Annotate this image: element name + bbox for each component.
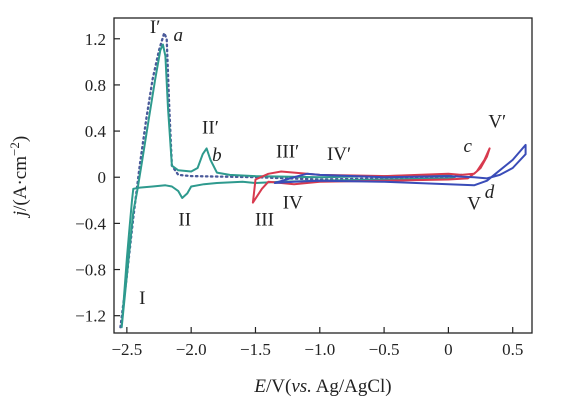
peak-I: I (139, 288, 145, 309)
y-tick-label: 0.4 (85, 122, 107, 141)
x-tick-label: −0.5 (369, 340, 400, 359)
y-axis-label: j/(A·cm−2) (7, 136, 31, 219)
x-axis-ticks: −2.5 −2.0 −1.5 −1.0 −0.5 0 0.5 (111, 327, 523, 359)
curve-label-a: a (174, 25, 184, 46)
peak-I-prime: I′ (150, 17, 160, 38)
y-tick-label: 0.8 (85, 76, 106, 95)
peak-III-prime: III′ (276, 142, 299, 163)
series-a-line (119, 31, 463, 329)
x-tick-label: 0.5 (502, 340, 523, 359)
curve-label-d: d (485, 182, 495, 203)
x-tick-label: 0 (444, 340, 453, 359)
y-tick-label: 0 (98, 168, 107, 187)
peak-IV: IV (283, 192, 303, 213)
peak-V-prime: V′ (488, 112, 506, 133)
peak-IV-prime: IV′ (327, 144, 351, 165)
plot-frame (113, 17, 533, 334)
series-d-line (273, 143, 527, 187)
series-layer (119, 31, 527, 329)
x-tick-label: −2.5 (111, 340, 142, 359)
y-tick-label: −0.8 (75, 261, 106, 280)
peak-II: II (178, 210, 191, 231)
y-axis-ticks: 1.2 0.8 0.4 0 −0.4 −0.8 −1.2 (75, 30, 120, 326)
y-tick-label: −0.4 (75, 214, 106, 233)
peak-II-prime: II′ (202, 117, 219, 138)
x-tick-label: −1.5 (240, 340, 271, 359)
peak-V: V (467, 194, 481, 215)
series-c-line (251, 147, 491, 204)
peak-III: III (255, 210, 274, 231)
y-tick-label: −1.2 (75, 307, 106, 326)
x-tick-label: −1.0 (304, 340, 335, 359)
series-b-line (120, 43, 456, 329)
curve-label-b: b (212, 145, 222, 166)
curve-label-c: c (463, 136, 472, 157)
x-axis-label: E/V(vs. Ag/AgCl) (253, 376, 391, 397)
x-tick-label: −2.0 (176, 340, 207, 359)
y-tick-label: 1.2 (85, 30, 106, 49)
